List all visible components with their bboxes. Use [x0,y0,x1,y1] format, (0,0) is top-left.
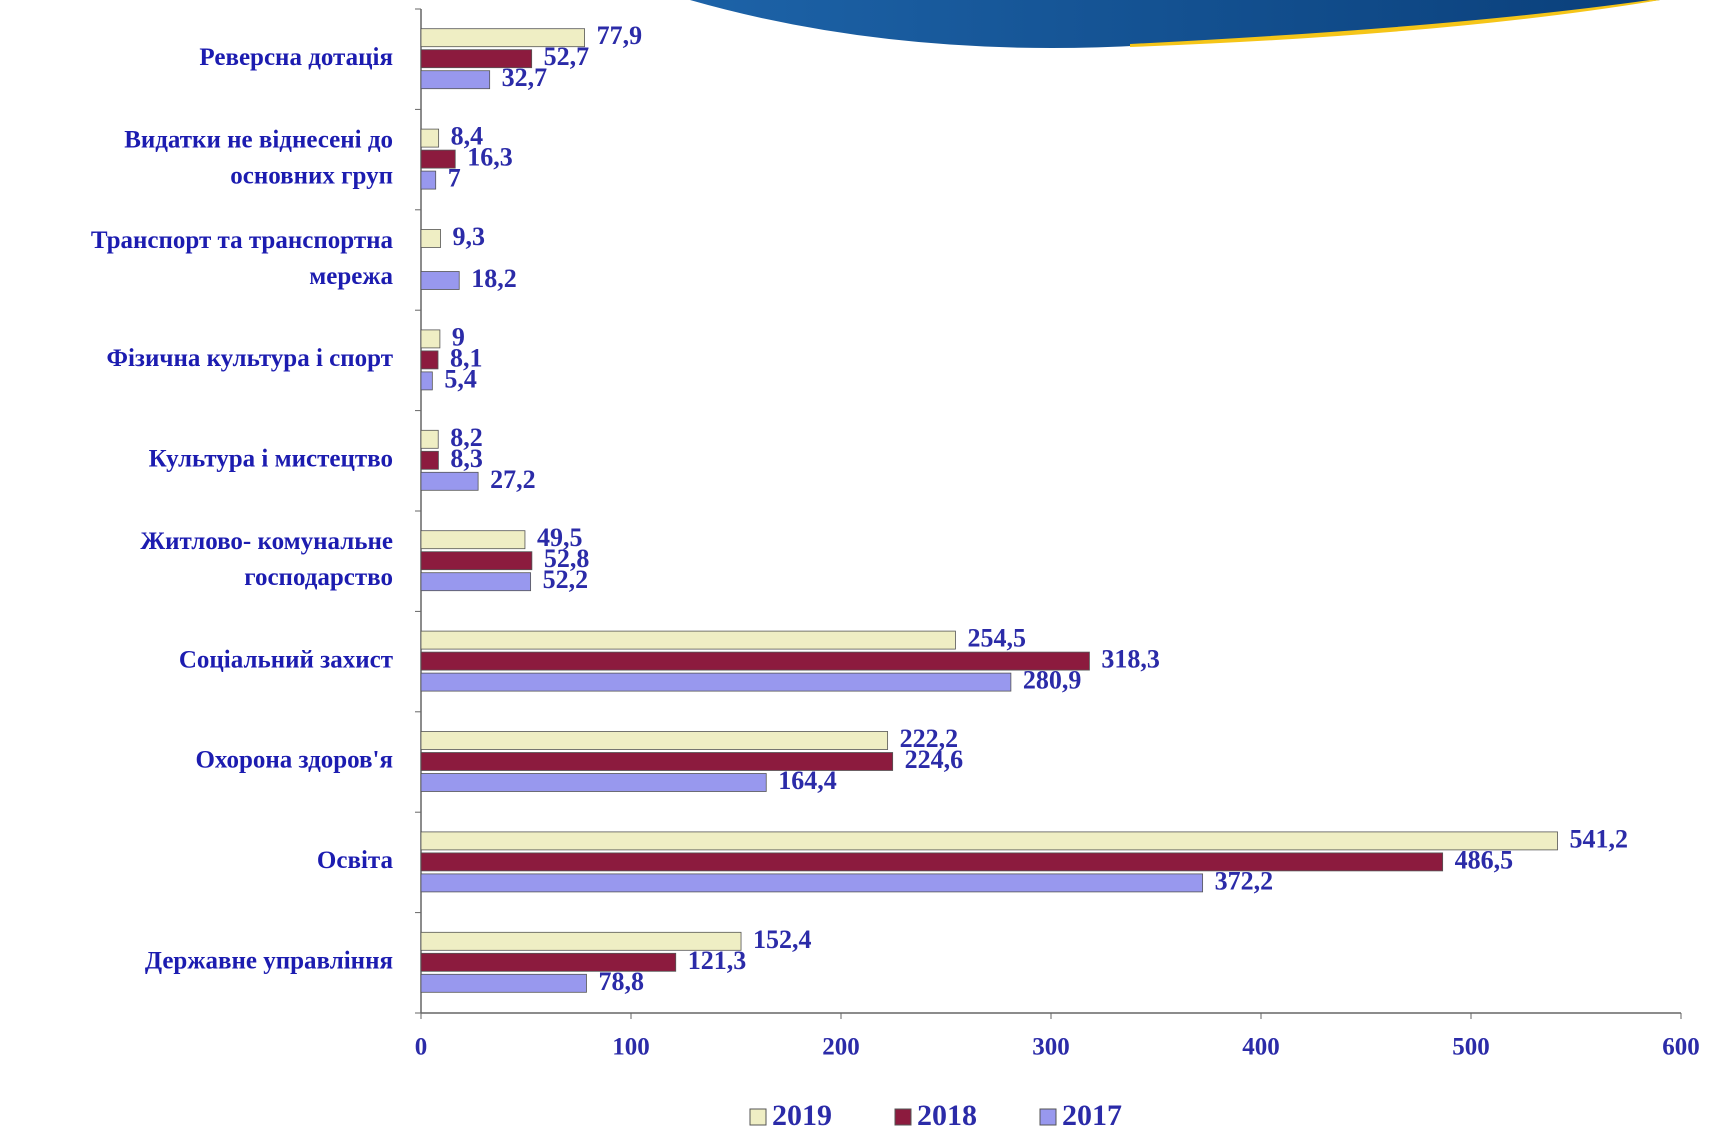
x-tick-label: 600 [1662,1034,1700,1061]
value-label: 52,8 [544,544,590,573]
value-label: 224,6 [905,745,964,774]
bar [420,350,439,370]
y-tick-label: Фізична культура і спорт [107,345,394,372]
value-label: 77,9 [597,21,643,50]
value-label: 49,5 [537,523,583,552]
value-label: 52,7 [544,42,590,71]
value-label: 152,4 [753,925,812,954]
bar [420,651,1090,671]
value-label: 27,2 [490,465,536,494]
bar [420,371,433,391]
x-tick-label: 500 [1452,1034,1490,1061]
value-label: 486,5 [1455,845,1514,874]
x-tick-label: 200 [822,1034,860,1061]
x-tick-label: 0 [415,1034,428,1061]
value-label: 541,2 [1570,824,1629,853]
value-label: 8,2 [450,423,483,452]
y-tick-label: Культура і мистецтво [149,446,393,473]
bar [420,672,1012,692]
y-tick-label: Житлово- комунальне господарство [140,528,393,591]
value-label: 7 [448,164,461,193]
bar [420,973,587,993]
value-label: 280,9 [1023,666,1082,695]
bar [420,170,437,190]
y-tick-label: Видатки не віднесені до основних груп [124,126,393,189]
bar [420,429,439,449]
bar [420,831,1558,851]
y-tick-label: Транспорт та транспортна мережа [91,227,394,290]
bar [420,731,889,750]
legend-label: 2018 [917,1099,977,1131]
value-label: 9,3 [453,222,486,251]
value-label: 254,5 [967,624,1025,653]
decor-swoosh [690,0,1660,48]
bar [420,471,479,491]
legend-swatch [1039,1108,1057,1126]
bar [420,28,585,48]
value-label: 372,2 [1215,866,1274,895]
y-tick-label: Охорона здоров'я [195,747,393,774]
y-tick-label: Реверсна дотація [199,44,393,71]
value-label: 78,8 [598,967,644,996]
value-label: 8,4 [451,122,484,151]
bar [420,551,533,571]
bar [420,773,767,792]
bar [420,572,532,592]
bar [420,752,894,771]
bar [420,873,1204,893]
legend-swatch [749,1108,767,1126]
bar [420,952,677,972]
bar [420,49,533,69]
value-label: 18,2 [471,264,516,293]
bar [420,149,456,169]
bar [420,128,440,148]
value-label: 222,2 [900,724,959,753]
x-tick-label: 400 [1242,1034,1280,1061]
legend-swatch [894,1108,912,1126]
bar [420,329,441,349]
legend-label: 2017 [1062,1099,1122,1131]
value-label: 52,2 [543,565,589,594]
value-label: 9 [452,322,465,351]
bar [420,931,742,951]
bar [420,271,460,290]
bar [420,450,439,470]
x-tick-label: 100 [612,1034,650,1061]
y-tick-label: Соціальний захист [179,646,393,673]
bar [420,630,956,650]
bar [420,70,491,90]
value-label: 318,3 [1101,645,1160,674]
bar [420,852,1444,872]
value-label: 8,3 [450,444,483,473]
decor-stripe [1130,0,1660,47]
value-label: 32,7 [502,63,548,92]
value-label: 121,3 [688,946,747,975]
y-tick-label: Державне управління [145,948,393,975]
bar [420,530,526,550]
value-label: 5,4 [444,364,477,393]
value-label: 8,1 [450,343,483,372]
y-tick-label: Освіта [317,847,394,874]
x-tick-label: 300 [1032,1034,1070,1061]
legend-label: 2019 [772,1099,832,1131]
value-label: 16,3 [467,143,512,172]
bar [420,229,441,248]
value-label: 164,4 [778,766,837,795]
